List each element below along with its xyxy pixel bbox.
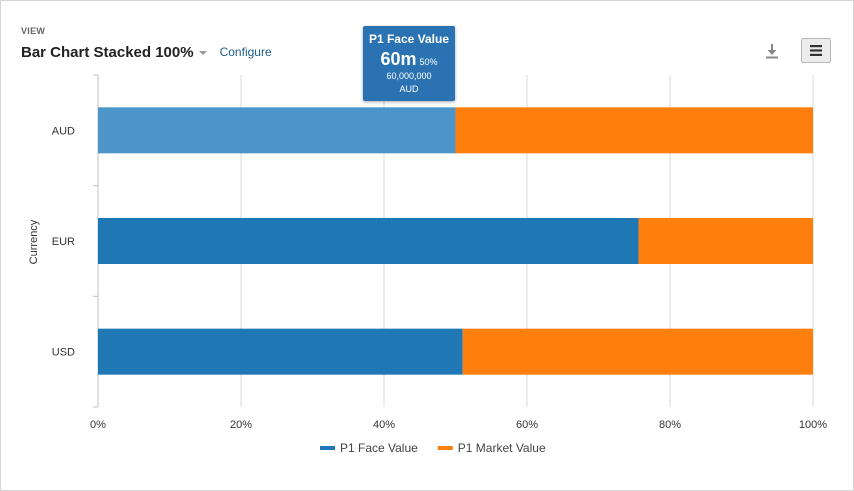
bar-p1-market-value-eur xyxy=(638,218,813,264)
tooltip-full-value: 60,000,000 xyxy=(386,71,432,81)
bar-p1-face-value-eur xyxy=(98,218,639,264)
download-icon xyxy=(766,44,778,59)
x-tick-label: 20% xyxy=(230,419,252,431)
y-tick-label: USD xyxy=(52,347,75,359)
legend-swatch xyxy=(320,446,335,450)
view-label: VIEW xyxy=(21,26,46,36)
bar-p1-face-value-aud xyxy=(98,107,456,154)
legend-swatch xyxy=(437,446,453,450)
caret-down-icon[interactable] xyxy=(198,51,207,55)
download-button[interactable] xyxy=(760,40,784,62)
tooltip-category: AUD xyxy=(399,84,419,94)
bar-p1-face-value-usd xyxy=(98,328,463,375)
y-tick-label: AUD xyxy=(52,125,75,137)
hamburger-menu-icon xyxy=(810,45,822,56)
tooltip-series: P1 Face Value xyxy=(368,32,450,46)
legend-label: P1 Face Value xyxy=(340,441,418,455)
tooltip-value: 60m xyxy=(380,49,417,69)
menu-button[interactable] xyxy=(801,38,831,63)
x-tick-label: 0% xyxy=(90,419,106,431)
tooltip-percent: 50% xyxy=(419,57,438,67)
legend-label: P1 Market Value xyxy=(458,441,546,455)
chart-title[interactable]: Bar Chart Stacked 100% xyxy=(21,43,194,61)
title-row: Bar Chart Stacked 100% Configure xyxy=(21,42,272,62)
y-tick-label: EUR xyxy=(52,236,75,248)
configure-link[interactable]: Configure xyxy=(219,45,272,59)
tooltip: P1 Face Value 60m 50% 60,000,000 AUD xyxy=(363,26,455,101)
bar-p1-market-value-usd xyxy=(462,328,813,375)
x-tick-label: 60% xyxy=(516,419,538,431)
x-tick-label: 100% xyxy=(799,419,827,431)
x-tick-label: 80% xyxy=(659,419,681,431)
y-axis-title: Currency xyxy=(28,219,40,264)
bar-p1-market-value-aud xyxy=(455,107,813,154)
x-tick-label: 40% xyxy=(373,419,395,431)
